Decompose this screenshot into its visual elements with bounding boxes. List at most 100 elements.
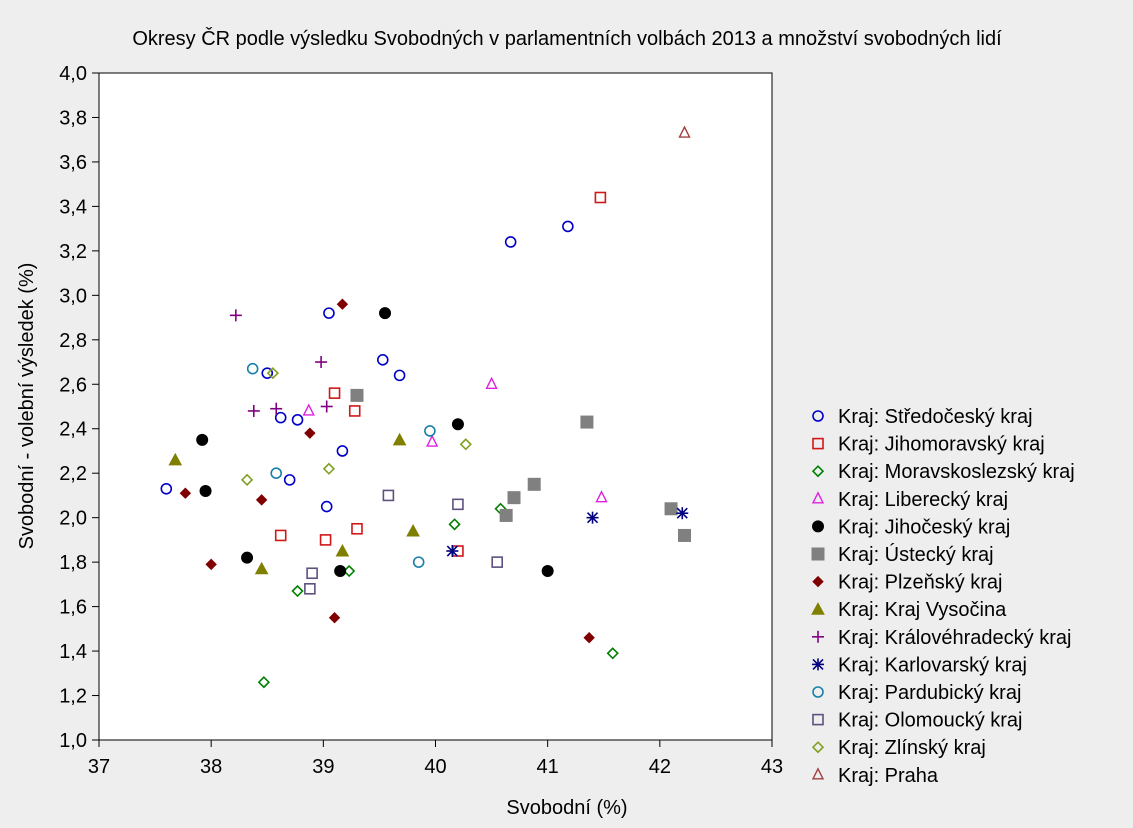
y-tick-label: 3,6: [59, 152, 87, 174]
data-point: [257, 676, 271, 689]
data-point: [240, 473, 254, 487]
x-axis: 37 38 39 40 41 42 43: [88, 740, 783, 778]
chart-title: Okresy ČR podle výsledku Svobodných v pa…: [132, 27, 1002, 50]
plot-area: [98, 72, 773, 741]
legend-marker: [811, 767, 825, 780]
data-point: [527, 477, 541, 491]
data-point: [424, 425, 436, 437]
y-tick-label: 2,8: [59, 330, 87, 352]
data-point: [348, 405, 361, 417]
legend: Kraj: Středočeský kraj Kraj: Jihomoravský…: [811, 406, 1075, 787]
data-point: [586, 511, 599, 524]
data-point: [491, 556, 503, 568]
data-point: [595, 490, 608, 503]
data-point: [320, 400, 333, 413]
data-point: [334, 565, 347, 578]
data-point: [664, 502, 678, 516]
y-tick-label: 3,8: [59, 107, 87, 129]
data-point: [580, 415, 594, 429]
data-point: [322, 462, 336, 475]
data-point: [320, 500, 333, 513]
data-point: [315, 356, 328, 369]
data-point: [594, 191, 607, 204]
data-point: [328, 387, 341, 399]
data-point: [241, 551, 254, 564]
data-point: [205, 558, 217, 571]
data-point: [562, 220, 574, 233]
data-point: [504, 236, 517, 248]
data-point: [291, 584, 304, 598]
y-tick-label: 1,8: [59, 552, 87, 574]
x-tick-label: 43: [761, 756, 783, 778]
legend-marker: [812, 658, 824, 671]
data-point: [678, 528, 692, 542]
data-point: [179, 487, 192, 499]
data-points: [160, 125, 692, 689]
data-point: [485, 376, 498, 389]
data-point: [406, 523, 420, 537]
x-axis-title: Svobodní (%): [506, 797, 627, 819]
legend-label: Kraj: Zlínský kraj: [838, 737, 986, 759]
legend-label: Kraj: Jihočeský kraj: [838, 516, 1010, 538]
legend-marker: [812, 630, 824, 643]
legend-label: Kraj: Plzeňský kraj: [838, 572, 1003, 594]
legend-marker: [811, 741, 825, 754]
data-point: [304, 427, 316, 439]
data-point: [606, 647, 619, 660]
legend-marker: [811, 491, 825, 504]
data-point: [336, 298, 349, 310]
legend-marker: [812, 410, 824, 422]
x-tick-label: 39: [312, 756, 334, 778]
data-point: [336, 445, 349, 457]
data-point: [459, 438, 472, 451]
data-point: [291, 414, 304, 426]
y-tick-label: 1,4: [59, 641, 87, 663]
data-point: [328, 612, 341, 624]
y-axis: 1,0 1,2 1,4 1,6 1,8 2,0 2,2 2,4 2,6 2,8 3,0 3,2 3,4 3…: [59, 63, 99, 752]
data-point: [446, 545, 459, 558]
legend-label: Kraj: Středočeský kraj: [838, 406, 1033, 428]
data-point: [266, 367, 279, 380]
data-point: [379, 307, 392, 320]
data-point: [351, 522, 363, 535]
data-point: [319, 534, 332, 546]
legend-label: Kraj: Olomoucký kraj: [838, 710, 1023, 732]
y-tick-label: 3,4: [59, 196, 87, 218]
data-point: [274, 411, 287, 424]
legend-marker: [812, 520, 824, 533]
data-point: [254, 561, 269, 575]
y-tick-label: 4,0: [59, 63, 87, 85]
y-tick-label: 2,2: [59, 463, 87, 485]
data-point: [247, 404, 260, 417]
data-point: [196, 433, 209, 446]
data-point: [678, 125, 691, 138]
legend-label: Kraj: Moravskoslezský kraj: [838, 461, 1075, 483]
data-point: [274, 529, 287, 542]
data-point: [426, 434, 439, 447]
data-point: [283, 474, 296, 486]
y-tick-label: 2,6: [59, 374, 87, 396]
data-point: [393, 369, 406, 382]
y-tick-label: 3,0: [59, 285, 87, 307]
legend-marker: [811, 465, 825, 478]
legend-label: Kraj: Liberecký kraj: [838, 489, 1008, 511]
legend-label: Kraj: Jihomoravský kraj: [838, 434, 1045, 456]
legend-label: Kraj: Pardubický kraj: [838, 682, 1021, 704]
x-tick-label: 38: [200, 756, 222, 778]
data-point: [168, 452, 183, 466]
data-point: [541, 565, 554, 578]
y-tick-label: 2,0: [59, 508, 87, 530]
y-tick-label: 1,6: [59, 597, 87, 619]
data-point: [382, 489, 395, 502]
legend-marker: [811, 602, 825, 615]
legend-marker: [812, 437, 824, 450]
y-tick-label: 3,2: [59, 241, 87, 263]
y-tick-label: 1,0: [59, 730, 87, 752]
data-point: [676, 507, 689, 520]
legend-marker: [812, 713, 824, 726]
legend-marker: [812, 575, 824, 588]
legend-label: Kraj: Karlovarský kraj: [838, 654, 1027, 676]
data-point: [270, 467, 283, 480]
data-point: [451, 418, 464, 431]
